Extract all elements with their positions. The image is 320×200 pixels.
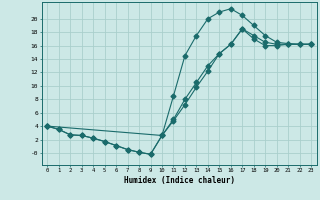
X-axis label: Humidex (Indice chaleur): Humidex (Indice chaleur) bbox=[124, 176, 235, 185]
